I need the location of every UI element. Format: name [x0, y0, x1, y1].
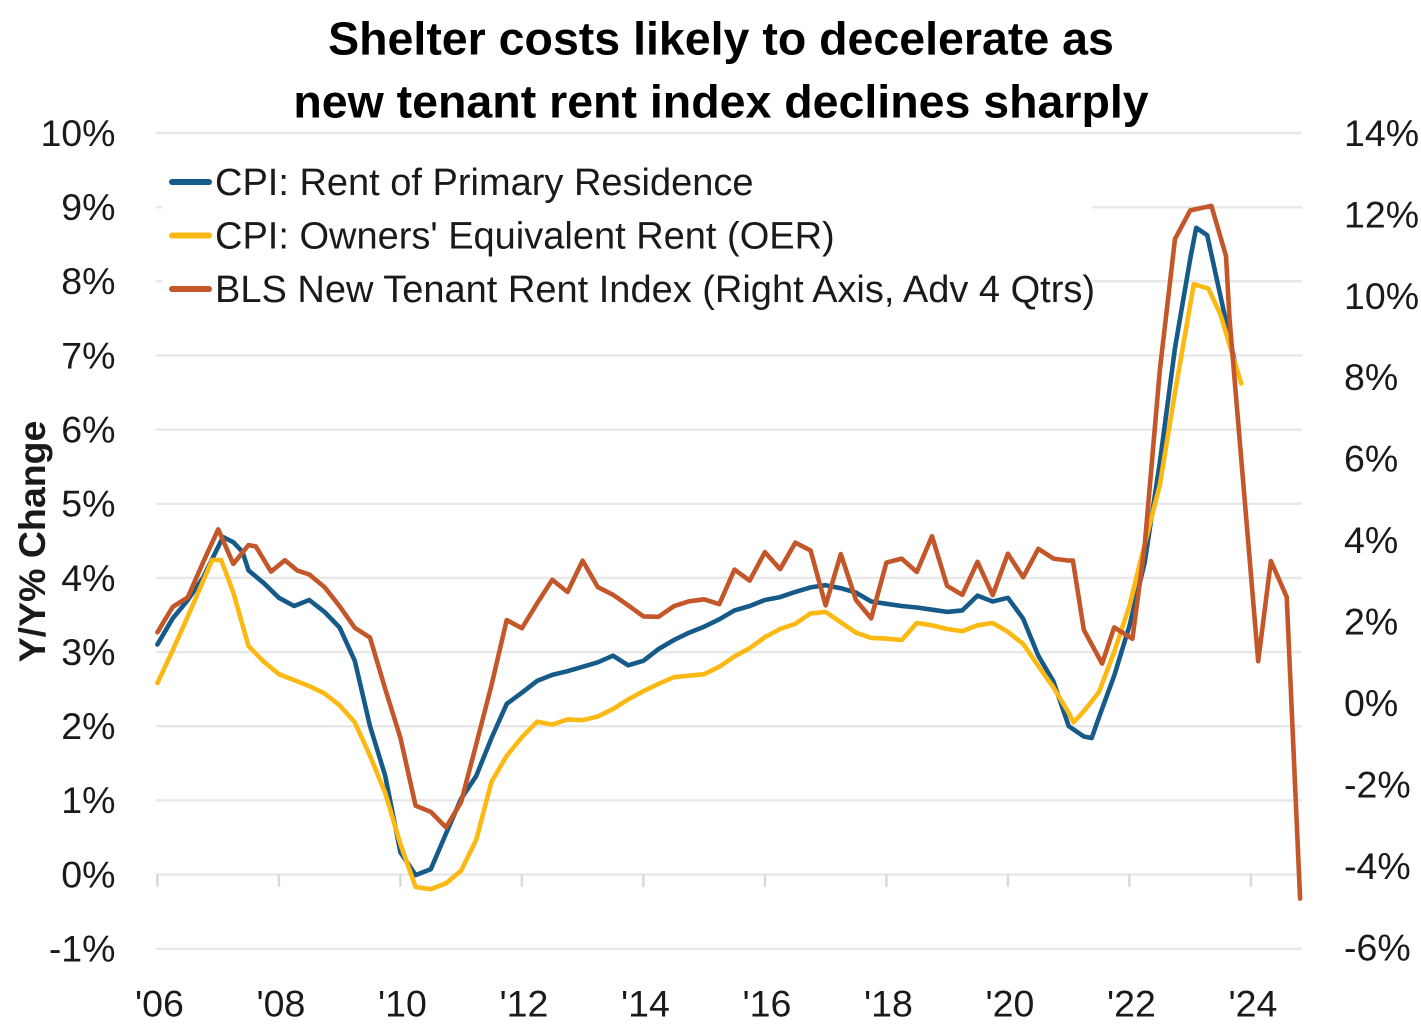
svg-text:'14: '14 [621, 983, 670, 1025]
svg-text:10%: 10% [1344, 275, 1419, 317]
svg-text:Shelter costs likely to decele: Shelter costs likely to decelerate as [328, 13, 1114, 65]
svg-text:4%: 4% [61, 557, 115, 599]
svg-text:3%: 3% [61, 631, 115, 673]
svg-text:6%: 6% [61, 409, 115, 451]
svg-text:1%: 1% [61, 779, 115, 821]
svg-text:'06: '06 [135, 983, 184, 1025]
svg-text:CPI: Rent of Primary Residence: CPI: Rent of Primary Residence [215, 162, 754, 204]
svg-text:'20: '20 [985, 983, 1034, 1025]
svg-text:-1%: -1% [49, 928, 116, 970]
svg-text:2%: 2% [61, 705, 115, 747]
svg-text:7%: 7% [61, 334, 115, 376]
svg-text:BLS New Tenant Rent Index (Rig: BLS New Tenant Rent Index (Right Axis, A… [215, 269, 1095, 311]
svg-text:'08: '08 [256, 983, 305, 1025]
svg-text:'22: '22 [1107, 983, 1156, 1025]
svg-text:-4%: -4% [1344, 845, 1411, 887]
svg-text:5%: 5% [61, 483, 115, 525]
svg-text:-2%: -2% [1344, 764, 1411, 806]
svg-text:0%: 0% [61, 853, 115, 895]
svg-text:4%: 4% [1344, 519, 1398, 561]
svg-text:new tenant rent index declines: new tenant rent index declines sharply [293, 76, 1148, 128]
svg-text:12%: 12% [1344, 193, 1419, 235]
svg-text:-6%: -6% [1344, 926, 1411, 968]
svg-text:14%: 14% [1344, 112, 1419, 154]
svg-text:'10: '10 [378, 983, 427, 1025]
svg-text:8%: 8% [1344, 356, 1398, 398]
svg-text:10%: 10% [40, 112, 115, 154]
svg-text:'12: '12 [499, 983, 548, 1025]
svg-text:6%: 6% [1344, 438, 1398, 480]
svg-text:'24: '24 [1228, 983, 1277, 1025]
svg-text:CPI: Owners' Equivalent Rent (: CPI: Owners' Equivalent Rent (OER) [215, 216, 835, 258]
svg-text:0%: 0% [1344, 682, 1398, 724]
svg-text:Y/Y% Change: Y/Y% Change [11, 421, 53, 663]
svg-text:9%: 9% [61, 186, 115, 228]
svg-text:2%: 2% [1344, 601, 1398, 643]
svg-text:'16: '16 [742, 983, 791, 1025]
svg-text:8%: 8% [61, 260, 115, 302]
svg-text:'18: '18 [864, 983, 913, 1025]
